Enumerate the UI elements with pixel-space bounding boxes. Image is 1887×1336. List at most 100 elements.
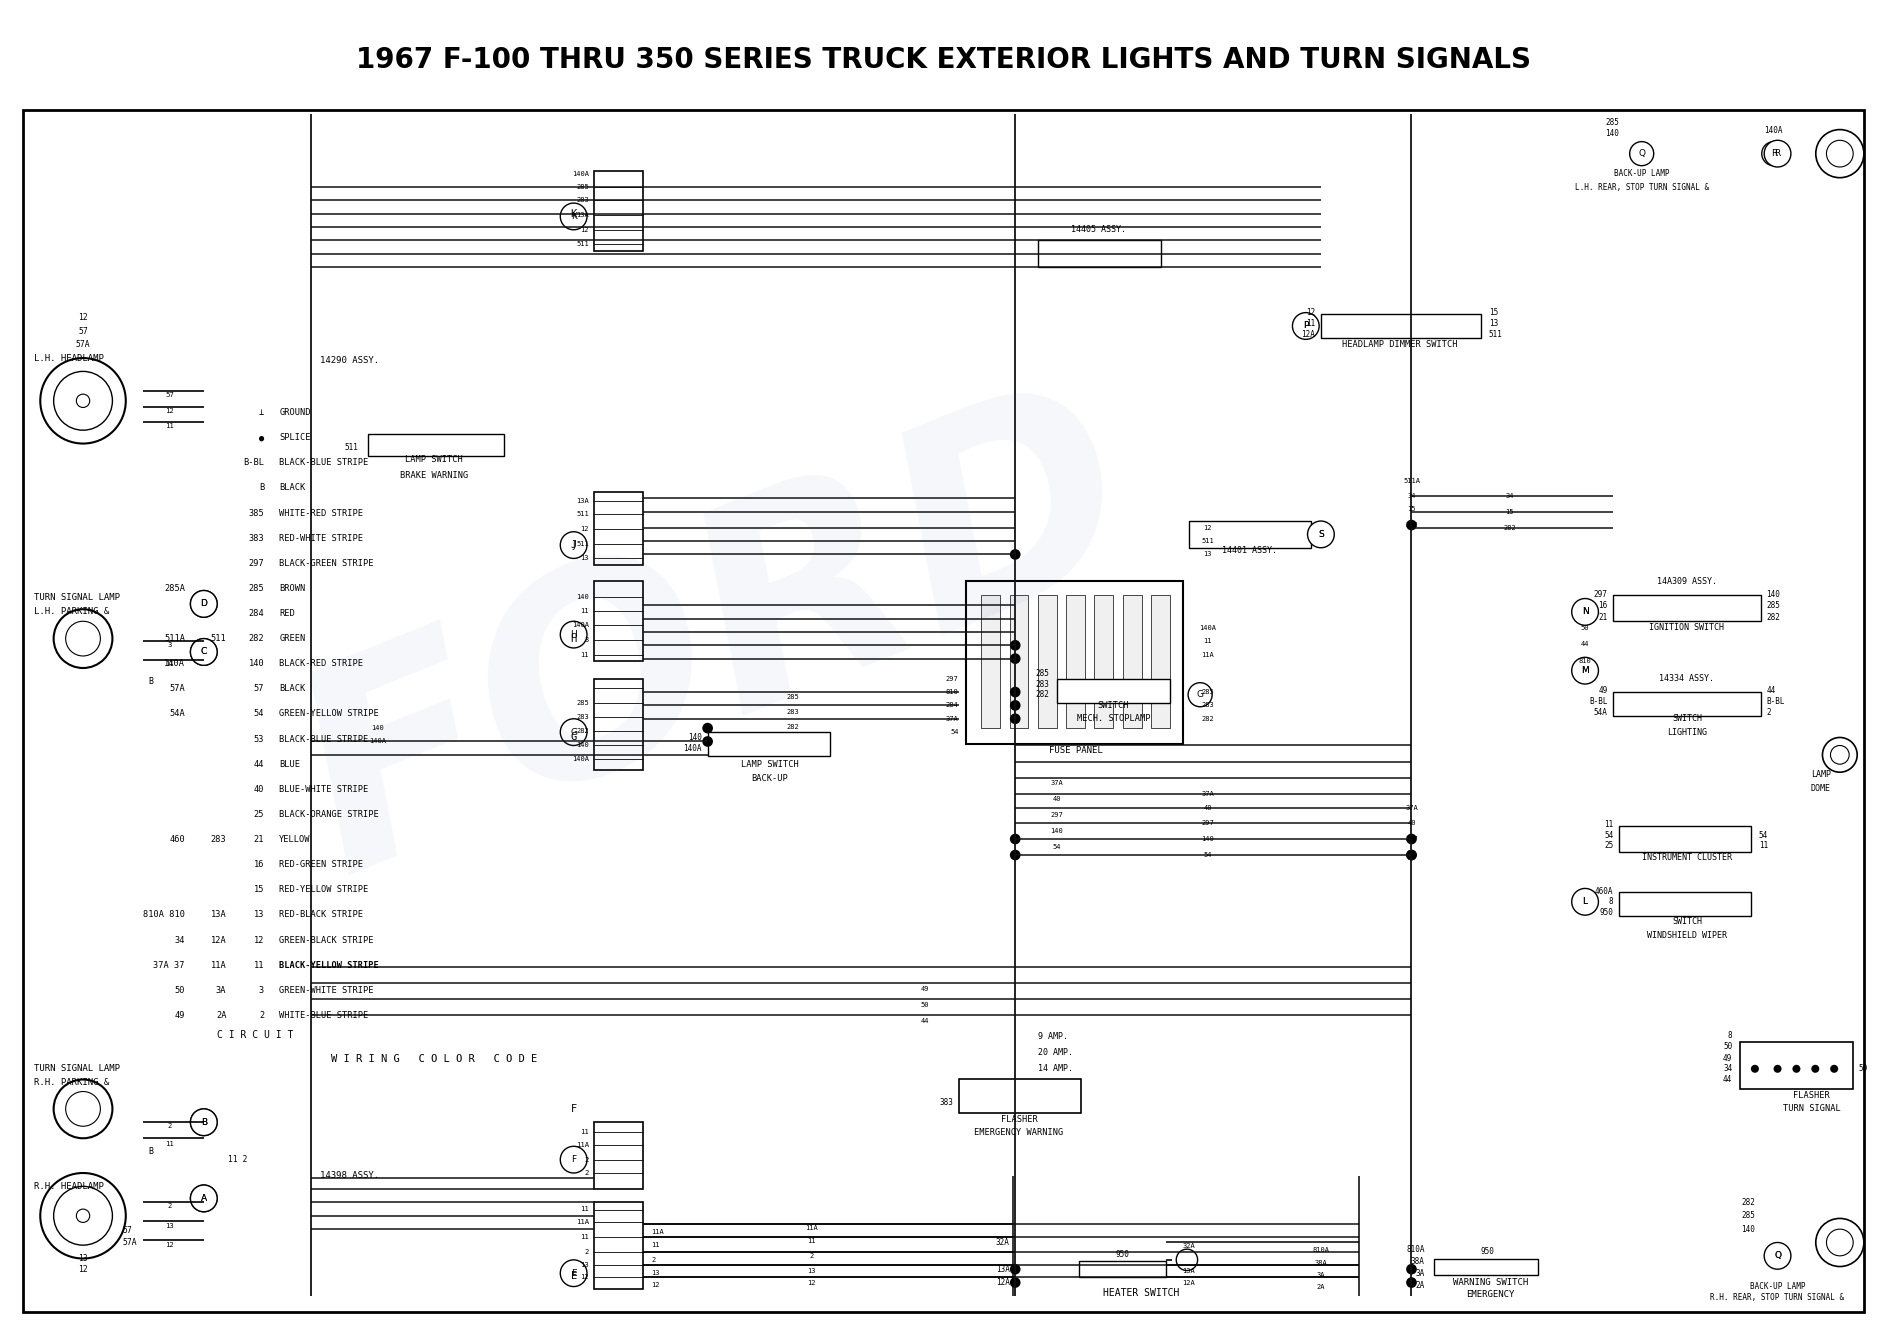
Text: 511: 511 xyxy=(576,541,589,546)
Text: A: A xyxy=(200,1194,208,1202)
Text: 385: 385 xyxy=(249,509,264,517)
Text: 44: 44 xyxy=(1581,641,1589,647)
Text: 34: 34 xyxy=(1408,493,1415,498)
Text: 2: 2 xyxy=(259,1011,264,1019)
Text: 16: 16 xyxy=(253,860,264,870)
Text: 11: 11 xyxy=(1204,639,1211,644)
Text: HEADLAMP DIMMER SWITCH: HEADLAMP DIMMER SWITCH xyxy=(1342,341,1459,349)
Text: BLUE-WHITE STRIPE: BLUE-WHITE STRIPE xyxy=(279,784,368,794)
Bar xyxy=(368,434,504,456)
Text: 140A: 140A xyxy=(164,659,185,668)
Text: LAMP SWITCH: LAMP SWITCH xyxy=(406,456,462,464)
Text: B-BL: B-BL xyxy=(243,458,264,468)
Text: 40: 40 xyxy=(1053,796,1060,802)
Text: 11 2: 11 2 xyxy=(228,1156,247,1164)
Text: 511: 511 xyxy=(345,444,359,452)
Text: 11: 11 xyxy=(579,1129,589,1134)
Text: RED-YELLOW STRIPE: RED-YELLOW STRIPE xyxy=(279,886,368,894)
Text: GROUND: GROUND xyxy=(279,407,311,417)
Text: 54: 54 xyxy=(949,729,959,735)
Circle shape xyxy=(1294,314,1317,338)
Text: 140A: 140A xyxy=(1764,127,1783,135)
Text: 285: 285 xyxy=(249,584,264,593)
Text: SPLICE: SPLICE xyxy=(279,433,311,442)
Circle shape xyxy=(40,358,126,444)
Text: 140: 140 xyxy=(576,595,589,600)
Text: 37A: 37A xyxy=(1051,780,1062,786)
Text: 950: 950 xyxy=(1600,908,1613,916)
Text: 11: 11 xyxy=(166,661,174,667)
Text: 57A: 57A xyxy=(170,684,185,693)
Text: 13A: 13A xyxy=(576,498,589,504)
Text: 34: 34 xyxy=(1723,1065,1732,1073)
Bar xyxy=(1613,692,1761,716)
Text: BACK-UP: BACK-UP xyxy=(751,775,789,783)
Text: 297: 297 xyxy=(1051,812,1062,818)
Text: 140A: 140A xyxy=(572,171,589,176)
Text: A: A xyxy=(200,1194,208,1202)
Text: 37A: 37A xyxy=(945,716,959,721)
Circle shape xyxy=(1751,1065,1759,1073)
Text: MECH. STOPLAMP: MECH. STOPLAMP xyxy=(1077,715,1149,723)
Text: 13A: 13A xyxy=(576,212,589,218)
Text: 2A: 2A xyxy=(1415,1281,1425,1289)
Text: 282: 282 xyxy=(1766,613,1779,621)
Circle shape xyxy=(1574,659,1596,683)
Text: 2A: 2A xyxy=(215,1011,226,1019)
Text: 54: 54 xyxy=(1204,852,1211,858)
Bar xyxy=(1123,595,1142,728)
Text: 14 AMP.: 14 AMP. xyxy=(1038,1065,1074,1073)
Text: L.H. PARKING &: L.H. PARKING & xyxy=(34,608,109,616)
Text: 284: 284 xyxy=(945,703,959,708)
Text: 11: 11 xyxy=(579,608,589,613)
Text: 21: 21 xyxy=(253,835,264,844)
Circle shape xyxy=(1764,1242,1791,1269)
Text: 11: 11 xyxy=(579,1206,589,1212)
Text: GREEN-YELLOW STRIPE: GREEN-YELLOW STRIPE xyxy=(279,709,379,719)
Text: 140: 140 xyxy=(1051,828,1062,834)
Text: 140: 140 xyxy=(372,725,383,731)
Text: RED-GREEN STRIPE: RED-GREEN STRIPE xyxy=(279,860,364,870)
Circle shape xyxy=(53,1186,113,1245)
Bar xyxy=(1740,1042,1853,1089)
Circle shape xyxy=(1010,640,1021,651)
Circle shape xyxy=(1812,1065,1819,1073)
Text: B-BL: B-BL xyxy=(1589,697,1608,705)
Text: 57: 57 xyxy=(253,684,264,693)
Text: 140: 140 xyxy=(1606,130,1619,138)
Text: 12: 12 xyxy=(77,314,89,322)
Text: 12: 12 xyxy=(166,1242,174,1248)
Text: 57: 57 xyxy=(123,1226,132,1234)
Text: 12: 12 xyxy=(166,409,174,414)
Text: G: G xyxy=(1196,691,1204,699)
Text: 297: 297 xyxy=(1202,820,1213,826)
Text: H: H xyxy=(570,633,577,644)
Text: 3A: 3A xyxy=(1317,1272,1325,1277)
Text: 11: 11 xyxy=(579,652,589,657)
Circle shape xyxy=(1574,890,1596,914)
Bar xyxy=(1189,521,1311,548)
Text: 12: 12 xyxy=(77,1265,89,1273)
Text: 810A: 810A xyxy=(1406,1245,1425,1253)
Bar xyxy=(1619,892,1751,916)
Circle shape xyxy=(1406,834,1417,844)
Text: ●: ● xyxy=(259,433,264,442)
Text: 285: 285 xyxy=(576,700,589,705)
Text: 49: 49 xyxy=(1598,687,1608,695)
Text: 14398 ASSY.: 14398 ASSY. xyxy=(319,1172,379,1180)
Text: 49: 49 xyxy=(174,1011,185,1019)
Circle shape xyxy=(1310,522,1332,546)
Text: Q: Q xyxy=(1774,1252,1781,1260)
Text: 12: 12 xyxy=(651,1283,660,1288)
Bar xyxy=(594,679,643,770)
Circle shape xyxy=(1406,850,1417,860)
Circle shape xyxy=(191,591,217,617)
Circle shape xyxy=(1010,1264,1021,1275)
Text: INSTRUMENT CLUSTER: INSTRUMENT CLUSTER xyxy=(1642,854,1732,862)
Text: L: L xyxy=(1583,898,1587,906)
Text: 140: 140 xyxy=(576,743,589,748)
Text: BLACK-RED STRIPE: BLACK-RED STRIPE xyxy=(279,659,364,668)
Circle shape xyxy=(1189,683,1211,707)
Text: 11A: 11A xyxy=(806,1225,817,1230)
Text: 460A: 460A xyxy=(1595,887,1613,895)
